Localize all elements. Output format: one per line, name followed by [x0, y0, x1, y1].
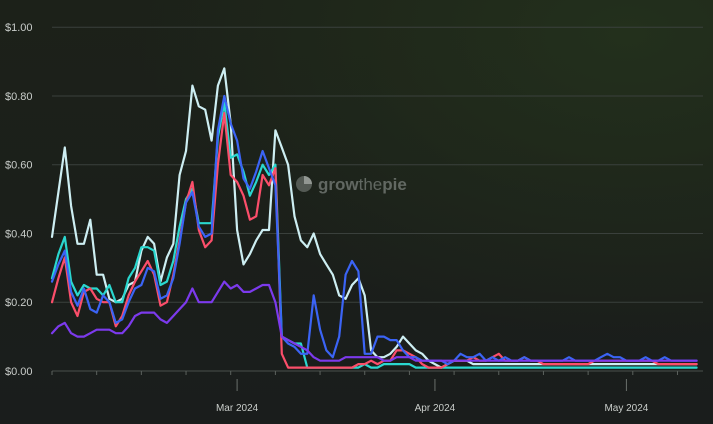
pie-logo-icon — [296, 176, 312, 192]
watermark-text: growthepie — [318, 175, 407, 194]
y-tick-label: $0.60 — [5, 160, 33, 172]
x-axis: Mar 2024 Apr 2024 May 2024 — [51, 370, 703, 414]
growthepie-watermark: growthepie — [296, 175, 407, 194]
y-tick-label: $0.80 — [5, 91, 33, 103]
y-tick-label: $1.00 — [5, 22, 33, 34]
watermark-part-2: the — [359, 175, 383, 194]
series-line-3[interactable] — [50, 111, 698, 369]
x-tick-label: May 2024 — [604, 403, 648, 414]
y-axis: $0.00 $0.20 $0.40 $0.60 $0.80 $1.00 — [5, 22, 33, 378]
series-line-2[interactable] — [50, 101, 698, 369]
series-line-1[interactable] — [50, 67, 698, 369]
y-tick-label: $0.40 — [5, 228, 33, 240]
y-tick-label: $0.20 — [5, 297, 33, 309]
x-tick-label: Apr 2024 — [415, 403, 456, 414]
x-tick-label: Mar 2024 — [216, 403, 259, 414]
watermark-part-3: pie — [382, 175, 407, 194]
y-tick-label: $0.00 — [5, 366, 33, 378]
watermark-part-1: grow — [318, 175, 359, 194]
series-line-4[interactable] — [50, 94, 698, 366]
series-layer — [50, 67, 698, 369]
series-line-5[interactable] — [50, 280, 698, 362]
grid — [52, 26, 703, 372]
